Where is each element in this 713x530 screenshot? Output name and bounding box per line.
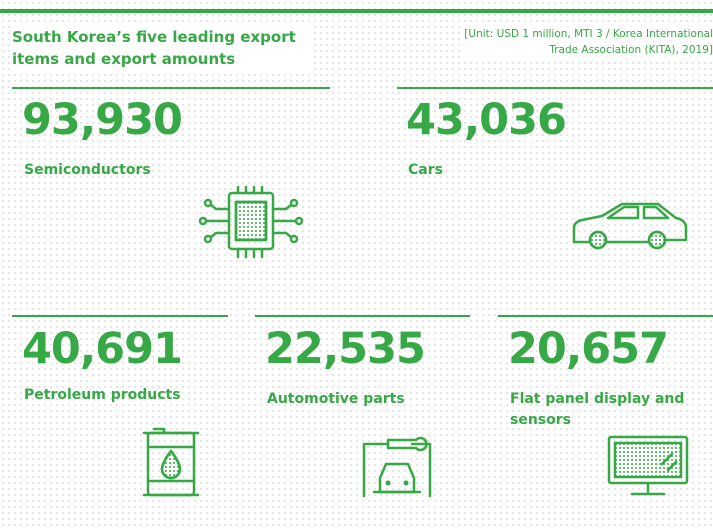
separator	[255, 315, 470, 317]
source-line: Trade Association (KITA), 2019]	[549, 44, 713, 56]
item-label: Cars	[408, 162, 443, 178]
separator	[12, 315, 228, 317]
item-value: 43,036	[406, 95, 567, 145]
item-label: Automotive parts	[267, 391, 405, 407]
monitor-icon	[607, 435, 689, 496]
item-label: Semiconductors	[24, 162, 151, 178]
item-value: 93,930	[22, 95, 183, 145]
item-label: Petroleum products	[24, 387, 181, 403]
separator	[498, 315, 713, 317]
separator	[397, 87, 713, 89]
source-line: [Unit: USD 1 million, MTI 3 / Korea Inte…	[464, 28, 713, 40]
car-icon	[572, 202, 688, 250]
item-label: Flat panel display and sensors	[510, 391, 685, 428]
separator	[12, 87, 330, 89]
item-value: 40,691	[22, 324, 183, 374]
parts-icon	[362, 436, 432, 498]
item-value: 20,657	[508, 324, 669, 374]
item-value: 22,535	[265, 324, 426, 374]
source-note: [Unit: USD 1 million, MTI 3 / Korea Inte…	[464, 26, 713, 58]
chip-icon	[198, 185, 304, 259]
top-rule	[0, 9, 713, 13]
title: South Korea’s five leading export items …	[12, 26, 312, 70]
barrel-icon	[142, 427, 200, 497]
